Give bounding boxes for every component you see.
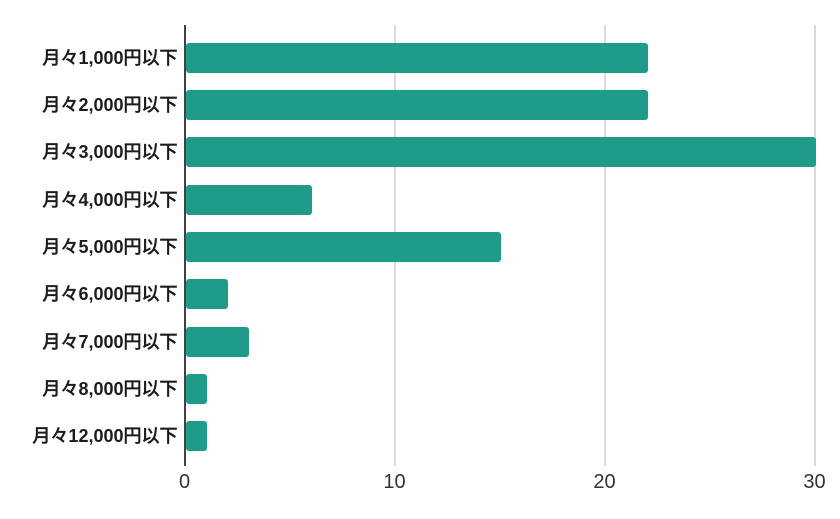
gridline-x-20	[603, 25, 606, 466]
category-label: 月々7,000円以下	[42, 331, 178, 352]
category-label: 月々4,000円以下	[42, 189, 178, 210]
x-tick-label: 0	[178, 471, 191, 493]
category-label: 月々12,000円以下	[32, 426, 178, 447]
category-label: 月々2,000円以下	[42, 95, 178, 115]
x-tick-label: 20	[593, 471, 616, 493]
x-tick-label: 30	[803, 471, 826, 493]
bar	[185, 279, 228, 310]
category-label: 月々6,000円以下	[42, 284, 178, 305]
y-axis-line	[183, 25, 186, 466]
bar	[185, 90, 648, 120]
gridline-x-30	[813, 25, 816, 466]
bar	[185, 184, 312, 215]
bar	[185, 373, 207, 404]
category-label: 月々8,000円以下	[42, 378, 178, 399]
category-label: 月々5,000円以下	[42, 236, 178, 257]
bar	[185, 421, 207, 452]
bar	[185, 231, 501, 262]
bar	[185, 137, 816, 168]
x-tick-label: 10	[383, 471, 406, 493]
bar	[185, 42, 648, 73]
category-label: 月々1,000円以下	[42, 47, 178, 68]
category-label: 月々3,000円以下	[42, 142, 178, 163]
bar	[185, 326, 249, 357]
